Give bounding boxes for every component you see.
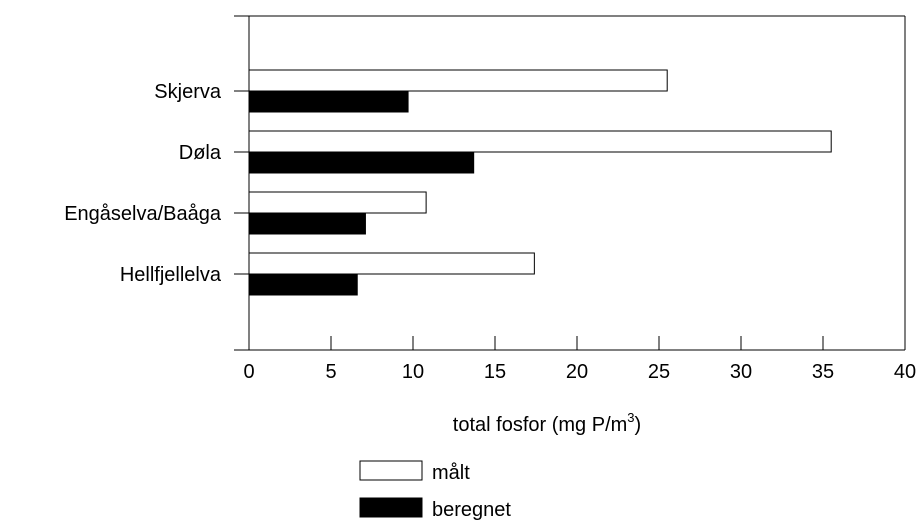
bar-maalt-1 [248, 130, 832, 153]
x-tick-label: 0 [243, 361, 254, 383]
bar-beregnet-2 [248, 212, 366, 235]
bar-maalt-0 [248, 69, 668, 92]
x-tick-label: 30 [730, 361, 752, 383]
x-axis-title-main: total fosfor (mg P/m [453, 414, 628, 436]
bar-beregnet-0 [248, 90, 409, 113]
x-axis-title: total fosfor (mg P/m3) [453, 410, 641, 436]
legend-label-beregnet: beregnet [432, 499, 511, 521]
x-tick-label: 10 [402, 361, 424, 383]
category-label: Skjerva [154, 81, 222, 103]
x-axis-title-superscript: 3 [627, 410, 634, 425]
x-tick-label: 15 [484, 361, 506, 383]
legend-swatch-beregnet [359, 497, 423, 518]
x-tick-label: 20 [566, 361, 588, 383]
bar-beregnet-3 [248, 273, 358, 296]
bar-maalt-3 [248, 252, 535, 275]
x-tick-label: 35 [812, 361, 834, 383]
category-labels: Skjerva Døla Engåselva/Baåga Hellfjellelva [64, 81, 222, 286]
x-tick-label: 25 [648, 361, 670, 383]
x-ticks: 0 5 10 15 20 25 30 35 40 [243, 336, 916, 383]
category-label: Engåselva/Baåga [64, 203, 222, 225]
x-tick-label: 40 [894, 361, 916, 383]
x-axis-title-end: ) [635, 414, 642, 436]
bar-maalt-2 [248, 191, 427, 214]
category-label: Hellfjellelva [120, 264, 222, 286]
legend-label-maalt: målt [432, 462, 470, 484]
x-tick-label: 5 [325, 361, 336, 383]
bar-marks [248, 69, 832, 296]
chart-legend: målt beregnet [359, 460, 511, 521]
legend-swatch-maalt [359, 460, 423, 481]
chart-axes [234, 15, 906, 351]
bar-beregnet-1 [248, 151, 475, 174]
category-label: Døla [179, 142, 222, 164]
